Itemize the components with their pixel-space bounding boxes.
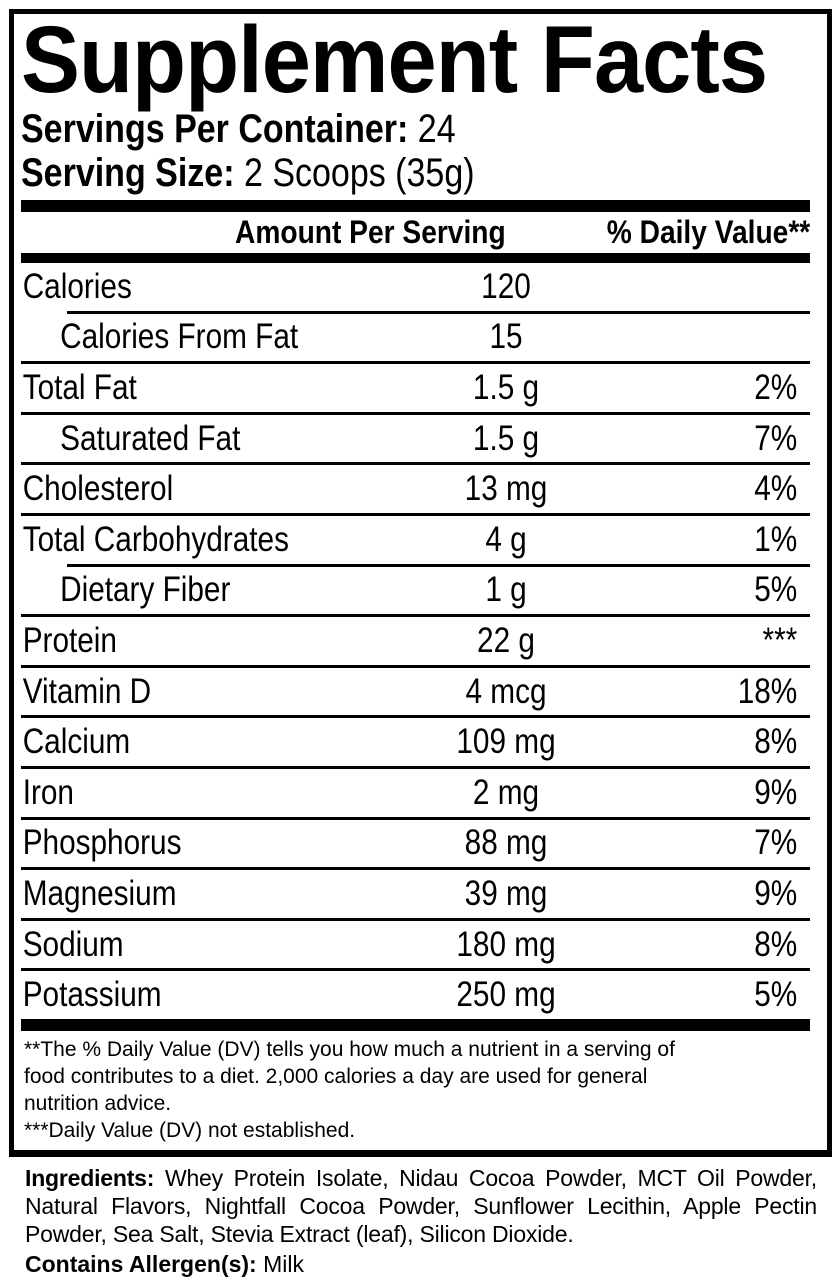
nutrient-name: Saturated Fat — [60, 418, 241, 458]
nutrient-amount: 4 g — [485, 519, 527, 559]
nutrient-daily-value: 7% — [754, 823, 798, 863]
daily-value-column-header: % Daily Value** — [606, 214, 810, 250]
servings-per-container-value: 24 — [417, 107, 456, 151]
nutrient-name: Vitamin D — [22, 671, 152, 711]
row-divider — [21, 411, 810, 415]
nutrient-amount: 1.5 g — [472, 367, 540, 407]
nutrient-row: Iron 2 mg 9% — [21, 769, 810, 817]
daily-value-footnote: **The % Daily Value (DV) tells you how m… — [24, 1037, 675, 1142]
nutrient-amount: 88 mg — [464, 823, 548, 863]
nutrient-amount: 22 g — [477, 620, 535, 660]
nutrient-amount: 13 mg — [464, 469, 548, 509]
nutrient-name: Cholesterol — [22, 469, 174, 509]
nutrient-amount: 2 mg — [472, 772, 540, 812]
row-divider — [21, 715, 810, 719]
nutrient-daily-value: 1% — [754, 519, 798, 559]
allergen-label: Contains Allergen(s): — [25, 1250, 257, 1277]
nutrient-row: Magnesium 39 mg 9% — [21, 870, 810, 918]
nutrient-row: Potassium 250 mg 5% — [21, 971, 810, 1019]
nutrient-name: Potassium — [22, 975, 162, 1015]
thick-separator-bar — [21, 200, 810, 212]
nutrient-amount: 15 — [489, 317, 523, 357]
nutrient-row: Total Carbohydrates 4 g 1% — [21, 516, 810, 564]
serving-size: Serving Size: 2 Scoops (35g) — [21, 151, 692, 195]
nutrient-row: Saturated Fat 1.5 g 7% — [21, 415, 810, 463]
nutrient-row: Calories From Fat 15 — [21, 314, 810, 362]
nutrient-amount: 120 — [481, 266, 531, 306]
row-divider — [21, 512, 810, 516]
table-header: Amount Per Serving % Daily Value** — [21, 212, 810, 253]
amount-column-header: Amount Per Serving — [235, 214, 506, 250]
row-divider — [67, 310, 810, 314]
nutrient-row: Cholesterol 13 mg 4% — [21, 465, 810, 513]
row-divider — [21, 361, 810, 365]
nutrient-daily-value: 2% — [754, 367, 798, 407]
row-divider — [21, 968, 810, 972]
nutrient-name: Dietary Fiber — [60, 570, 231, 610]
nutrient-row: Total Fat 1.5 g 2% — [21, 364, 810, 412]
nutrient-daily-value: 8% — [754, 722, 798, 762]
nutrient-amount: 1.5 g — [472, 418, 540, 458]
nutrient-daily-value: 9% — [754, 873, 798, 913]
nutrient-daily-value: *** — [762, 620, 798, 660]
row-divider — [21, 816, 810, 820]
nutrient-name: Protein — [22, 620, 117, 660]
ingredients-paragraph: Ingredients: Whey Protein Isolate, Nidau… — [25, 1164, 817, 1248]
allergen-value: Milk — [263, 1250, 304, 1277]
nutrient-name: Calcium — [22, 722, 131, 762]
nutrient-row: Sodium 180 mg 8% — [21, 921, 810, 969]
thick-separator-bar — [21, 1018, 810, 1031]
nutrient-amount: 4 mcg — [465, 671, 547, 711]
nutrient-row: Calcium 109 mg 8% — [21, 718, 810, 766]
nutrient-name: Magnesium — [22, 873, 177, 913]
nutrient-name: Sodium — [22, 924, 124, 964]
nutrient-rows: Calories 120 Calories From Fat 15 Total … — [21, 263, 810, 1019]
nutrient-name: Total Fat — [22, 367, 137, 407]
row-divider — [21, 664, 810, 668]
nutrient-daily-value: 5% — [754, 570, 798, 610]
nutrient-row: Vitamin D 4 mcg 18% — [21, 668, 810, 716]
nutrient-daily-value: 18% — [737, 671, 798, 711]
nutrient-row: Dietary Fiber 1 g 5% — [21, 567, 810, 615]
ingredients-section: Ingredients: Whey Protein Isolate, Nidau… — [25, 1164, 817, 1278]
panel-title: Supplement Facts — [21, 7, 768, 113]
nutrient-name: Calories From Fat — [60, 317, 299, 357]
nutrient-row: Phosphorus 88 mg 7% — [21, 820, 810, 868]
allergen-statement: Contains Allergen(s): Milk — [25, 1250, 817, 1278]
nutrient-amount: 109 mg — [456, 722, 556, 762]
ingredients-list: Whey Protein Isolate, Nidau Cocoa Powder… — [25, 1164, 817, 1247]
serving-size-value: 2 Scoops (35g) — [243, 151, 475, 195]
ingredients-label: Ingredients: — [25, 1164, 155, 1191]
nutrient-amount: 250 mg — [456, 975, 556, 1015]
row-divider — [21, 765, 810, 769]
nutrient-amount: 180 mg — [456, 924, 556, 964]
servings-per-container: Servings Per Container: 24 — [21, 107, 692, 151]
nutrient-row: Calories 120 — [21, 263, 810, 311]
nutrient-name: Phosphorus — [22, 823, 182, 863]
serving-size-label: Serving Size: — [21, 151, 235, 195]
nutrient-daily-value: 4% — [754, 469, 798, 509]
nutrient-amount: 1 g — [485, 570, 527, 610]
row-divider — [67, 563, 810, 567]
row-divider — [21, 614, 810, 618]
row-divider — [21, 867, 810, 871]
nutrient-name: Iron — [22, 772, 74, 812]
nutrient-daily-value: 7% — [754, 418, 798, 458]
servings-per-container-label: Servings Per Container: — [21, 107, 409, 151]
nutrient-daily-value: 5% — [754, 975, 798, 1015]
header-separator-bar — [21, 253, 810, 263]
nutrient-daily-value: 8% — [754, 924, 798, 964]
nutrient-name: Calories — [22, 266, 132, 306]
row-divider — [21, 462, 810, 466]
nutrient-daily-value: 9% — [754, 772, 798, 812]
row-divider — [21, 917, 810, 921]
nutrient-name: Total Carbohydrates — [22, 519, 289, 559]
nutrient-amount: 39 mg — [464, 873, 548, 913]
nutrient-row: Protein 22 g *** — [21, 617, 810, 665]
supplement-facts-panel: Supplement Facts Servings Per Container:… — [9, 9, 832, 1157]
